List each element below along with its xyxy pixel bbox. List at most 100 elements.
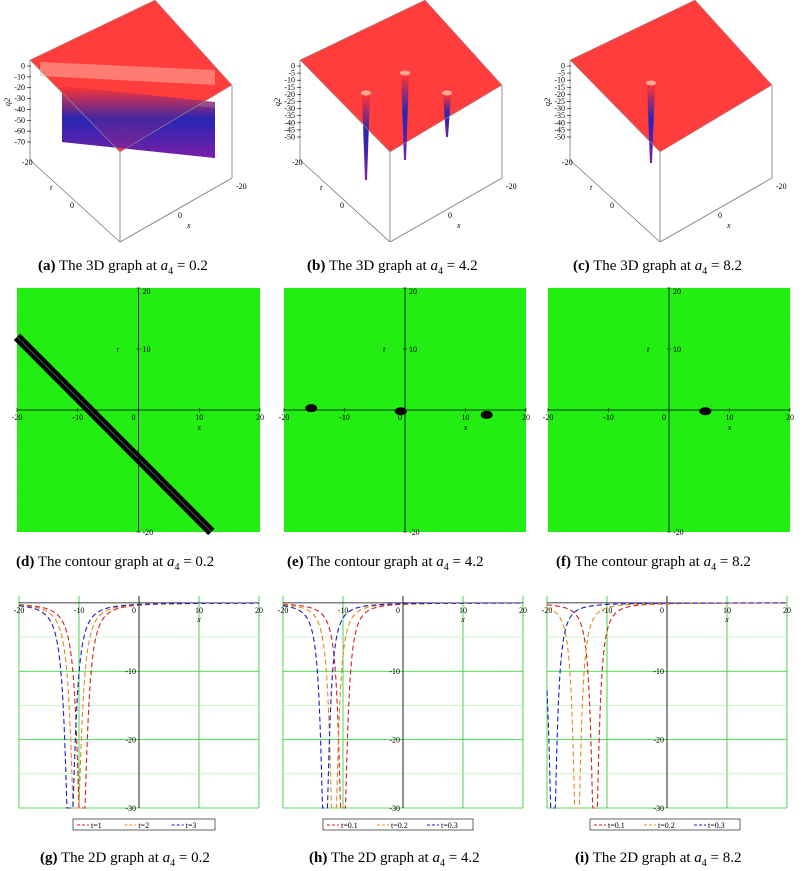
z-tick-label: -40 [284, 118, 295, 127]
box-edge [389, 177, 503, 243]
y-tick-label: -30 [653, 804, 664, 813]
z-tick-label: 0 [21, 62, 25, 71]
caption-sub: 4 [170, 858, 176, 869]
y-tick-label: -20 [653, 736, 664, 745]
surface-outline [29, 0, 233, 153]
contour-panel-d: -20 -10 0 10 20 x 20 10 -20 t [0, 284, 270, 540]
caption-text: The 3D graph at [328, 258, 427, 274]
x-tick-label: 10 [195, 606, 203, 615]
caption-param: a [166, 554, 175, 570]
x-tick-label: -10 [602, 606, 613, 615]
surface-top [300, 0, 502, 152]
z-tick-label: -70 [14, 138, 25, 147]
z-axis-label: q2 [273, 98, 282, 106]
legend-label: t=3 [186, 821, 197, 830]
spike-rim [361, 90, 371, 96]
t-tick-label: -20 [292, 158, 303, 167]
z-tick-label: -15 [284, 83, 295, 92]
z-tick-label: -50 [14, 116, 25, 125]
caption-c: (c) The 3D graph at a4 = 8.2 [573, 258, 742, 277]
z-tick-label: -5 [288, 69, 295, 78]
caption-sub: 4 [701, 858, 707, 869]
x-tick-label: 0 [178, 211, 182, 220]
caption-label: (b) [307, 258, 326, 274]
caption-param: a [703, 554, 712, 570]
z-axis-label: q2 [543, 98, 552, 106]
z-tick-label: -30 [284, 104, 295, 113]
surface-panel-b: 0 -5 -10 -15 -20 -25 -30 -35 -40 -45 -50 q2 -20 t 0 -20… [270, 0, 530, 250]
caption-sub: 4 [439, 858, 445, 869]
z-tick-label: -45 [284, 125, 295, 134]
x-axis-label: x [196, 615, 201, 624]
box-edge [119, 177, 233, 243]
z-tick-label: -10 [284, 76, 295, 85]
legend-box [589, 818, 741, 831]
x-tick-label: -10 [339, 413, 350, 422]
surface-highlight [40, 62, 215, 85]
x-tick-label: 0 [132, 606, 136, 615]
t-tick-label: 0 [340, 201, 344, 210]
caption-param: a [694, 258, 703, 274]
z-tick-label: -20 [284, 90, 295, 99]
x-axis-label: x [196, 423, 201, 432]
y-axis-label: t [383, 345, 386, 354]
caption-text: The 3D graph at [593, 258, 692, 274]
line-chart-h: -20 -10 0 10 20 x -10 -20 -30 t=0.1 t=0.2 t=0.3 [278, 596, 527, 831]
caption-text: The 2D graph at [60, 850, 159, 866]
x-tick-label: 0 [662, 413, 666, 422]
x-axis-label: x [456, 221, 461, 230]
contour-chart-f: -20 -10 0 10 20 x 20 10 -20 t [543, 287, 794, 537]
t-tick-label: 0 [70, 201, 74, 210]
caption-sub: 4 [437, 266, 443, 277]
x-tick-label: -10 [603, 413, 614, 422]
y-tick-label: 20 [673, 287, 681, 296]
spike-rim [400, 70, 410, 76]
x-tick-label: -10 [74, 606, 85, 615]
t-tick-label: -20 [22, 158, 33, 167]
z-tick-label: -5 [558, 69, 565, 78]
contour-blob-1 [305, 404, 318, 413]
z-tick-label: -10 [554, 76, 565, 85]
series-line-1 [282, 602, 523, 809]
caption-text: The contour graph at [37, 554, 164, 570]
y-tick-label: -20 [673, 528, 684, 537]
y-tick-label: -20 [409, 528, 420, 537]
caption-a: (a) The 3D graph at a4 = 0.2 [38, 258, 208, 277]
caption-text: The contour graph at [574, 554, 700, 570]
caption-label: (e) [287, 554, 304, 570]
y-tick-label: -10 [125, 667, 136, 676]
surface-panel-a: 0 -10 -20 -30 -40 -50 -60 -70 q2 -20 t 0 -20 0 x [0, 0, 260, 250]
x-tick-label: -20 [279, 413, 290, 422]
z-tick-label: -40 [554, 118, 565, 127]
caption-sub: 4 [711, 562, 717, 573]
contour-panel-f: -20 -10 0 10 20 x 20 10 -20 t [538, 284, 800, 540]
caption-sub: 4 [443, 562, 449, 573]
y-tick-label: -20 [125, 736, 136, 745]
trough-face [62, 86, 215, 158]
series-line-2 [546, 602, 787, 809]
spike-1 [362, 95, 370, 180]
x-tick-label: 0 [396, 606, 400, 615]
line-chart-g: -20 -10 0 10 20 x -10 -20 -30 t=1 t=2 t=3 [14, 596, 263, 831]
line-panel-g: -20 -10 0 10 20 x -10 -20 -30 t=1 t=2 t=3 [10, 590, 272, 840]
y-tick-label: 10 [673, 345, 681, 354]
contour-blob-1 [699, 407, 712, 416]
caption-value: = 4.2 [446, 258, 478, 274]
caption-h: (h) The 2D graph at a4 = 4.2 [309, 850, 480, 869]
x-axis-label: x [724, 615, 729, 624]
caption-value: = 4.2 [448, 850, 480, 866]
caption-value: = 8.2 [710, 850, 742, 866]
z-tick-label: -50 [284, 133, 295, 142]
caption-f: (f) The contour graph at a4 = 8.2 [556, 554, 751, 573]
caption-sub: 4 [174, 562, 180, 573]
contour-blob-3 [480, 410, 493, 419]
surface-chart-b: 0-5-10-15-20-25-30-35-40-45-50q2-20t0-20… [273, 0, 517, 243]
x-axis-label: x [186, 221, 191, 230]
legend-label: t=0.3 [441, 821, 458, 830]
legend-label: t=0.2 [658, 821, 675, 830]
x-tick-label: -20 [543, 413, 554, 422]
legend-box [72, 818, 216, 831]
z-tick-label: -40 [14, 105, 25, 114]
x-tick-label: 0 [398, 413, 402, 422]
legend-label: t=0.1 [608, 821, 625, 830]
